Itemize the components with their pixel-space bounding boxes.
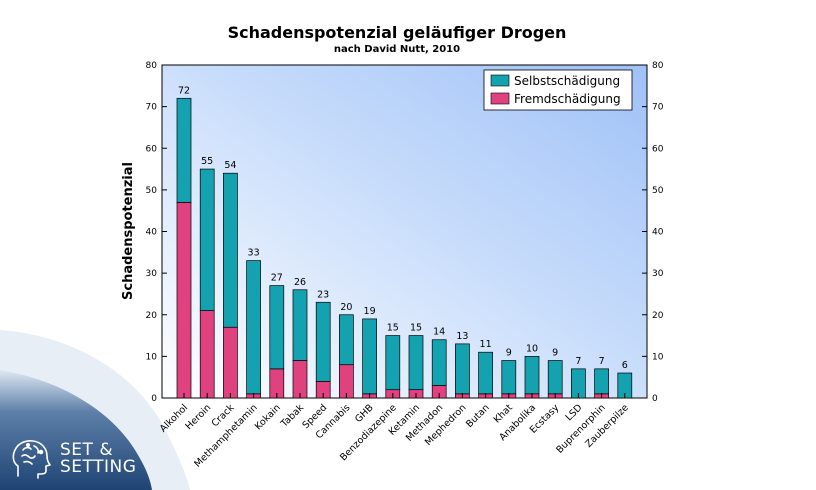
y-tick-label-left: 40 xyxy=(146,228,158,238)
x-tick-label: Heroin xyxy=(184,402,214,432)
y-tick-label-right: 10 xyxy=(652,352,664,362)
bar-total-label: 9 xyxy=(506,348,512,359)
brand-name: SET & SETTING xyxy=(60,442,136,476)
bar-total-label: 72 xyxy=(178,85,190,96)
brain-head-icon xyxy=(12,440,51,479)
bars xyxy=(176,97,633,399)
bar-selbstschaedigung xyxy=(478,351,493,395)
bar-total-label: 10 xyxy=(526,343,538,354)
bar-total-label: 15 xyxy=(410,323,422,334)
bar-selbstschaedigung xyxy=(292,289,308,361)
bar-selbstschaedigung xyxy=(339,314,354,366)
bar-selbstschaedigung xyxy=(176,97,192,203)
bar-selbstschaedigung xyxy=(547,360,563,395)
bar-total-label: 15 xyxy=(387,323,399,334)
bar-selbstschaedigung xyxy=(269,285,285,370)
bar-total-label: 33 xyxy=(248,248,260,259)
legend-label-self: Selbstschädigung xyxy=(514,74,620,88)
y-tick-label-right: 20 xyxy=(652,311,664,321)
y-tick-label-left: 50 xyxy=(146,186,158,196)
y-tick-label-right: 70 xyxy=(652,103,664,113)
total-labels: 72 55 54 33 27 26 23 20 19 15 15 14 13 11 9 10 9 7 7 6 xyxy=(178,85,628,371)
chart-subtitle: nach David Nutt, 2010 xyxy=(334,44,460,55)
chart-title: Schadenspotenzial geläufiger Drogen xyxy=(228,23,567,42)
y-axis-left: 0 10 20 30 40 50 60 70 80 xyxy=(146,61,167,404)
x-tick-label: Butan xyxy=(464,402,492,430)
bar-fremdschaedigung xyxy=(176,202,192,399)
y-tick-label-left: 10 xyxy=(146,352,158,362)
bar-selbstschaedigung xyxy=(315,301,331,382)
y-tick-label-right: 80 xyxy=(652,61,664,71)
bar-fremdschaedigung xyxy=(199,310,215,399)
bar-total-label: 54 xyxy=(224,160,236,171)
bar-fremdschaedigung xyxy=(292,360,308,399)
y-tick-label-right: 50 xyxy=(652,186,664,196)
y-axis-right: 0 10 20 30 40 50 60 70 80 xyxy=(642,61,664,404)
y-tick-label-left: 20 xyxy=(146,311,158,321)
bar-total-label: 6 xyxy=(622,360,628,371)
bar-total-label: 13 xyxy=(456,331,468,342)
x-tick-label: Alkohol xyxy=(158,402,190,434)
bar-selbstschaedigung xyxy=(431,339,447,386)
plot-area xyxy=(161,64,648,399)
bar-selbstschaedigung xyxy=(362,318,377,395)
corner-wave-dark xyxy=(0,370,152,490)
bar-selbstschaedigung xyxy=(246,260,261,395)
y-axis-label: Schadenspotenzial xyxy=(121,162,136,300)
bar-total-label: 27 xyxy=(271,273,283,284)
bar-fremdschaedigung xyxy=(223,326,238,399)
y-tick-label-right: 0 xyxy=(652,394,658,404)
bar-total-label: 26 xyxy=(294,277,306,288)
bar-selbstschaedigung xyxy=(455,343,470,395)
y-tick-label-left: 0 xyxy=(151,394,157,404)
brand-line-1: SET & xyxy=(60,440,114,460)
bar-total-label: 20 xyxy=(340,302,352,313)
bar-selbstschaedigung xyxy=(524,356,540,395)
bar-total-label: 23 xyxy=(317,289,329,300)
y-tick-label-left: 60 xyxy=(146,144,158,154)
brand-logo: SET & SETTING xyxy=(8,436,136,482)
x-axis-categories: AlkoholHeroinCrackMethamphetaminKokainTa… xyxy=(158,393,631,470)
y-tick-label-right: 60 xyxy=(652,144,664,154)
bar-total-label: 55 xyxy=(201,156,213,167)
y-tick-label-left: 30 xyxy=(146,269,158,279)
brand-line-2: SETTING xyxy=(60,457,137,477)
legend-swatch-other xyxy=(490,92,510,105)
legend-swatch-self xyxy=(490,74,510,87)
bar-total-label: 19 xyxy=(364,306,376,317)
bar-selbstschaedigung xyxy=(223,172,238,328)
bar-selbstschaedigung xyxy=(594,368,609,395)
bar-total-label: 14 xyxy=(433,327,445,338)
bar-total-label: 7 xyxy=(599,356,605,367)
bar-selbstschaedigung xyxy=(408,335,424,391)
bar-total-label: 7 xyxy=(575,356,581,367)
bar-selbstschaedigung xyxy=(501,360,517,395)
bar-total-label: 9 xyxy=(552,348,558,359)
y-tick-label-left: 80 xyxy=(146,61,158,71)
y-tick-label-right: 40 xyxy=(652,228,664,238)
y-tick-label-left: 70 xyxy=(146,103,158,113)
bar-total-label: 11 xyxy=(480,339,492,350)
y-tick-label-right: 30 xyxy=(652,269,664,279)
x-tick-label: Kokain xyxy=(253,402,283,432)
bar-selbstschaedigung xyxy=(199,168,215,311)
legend: Selbstschädigung Fremdschädigung xyxy=(483,69,633,111)
legend-label-other: Fremdschädigung xyxy=(514,92,621,106)
bar-selbstschaedigung xyxy=(385,335,401,391)
